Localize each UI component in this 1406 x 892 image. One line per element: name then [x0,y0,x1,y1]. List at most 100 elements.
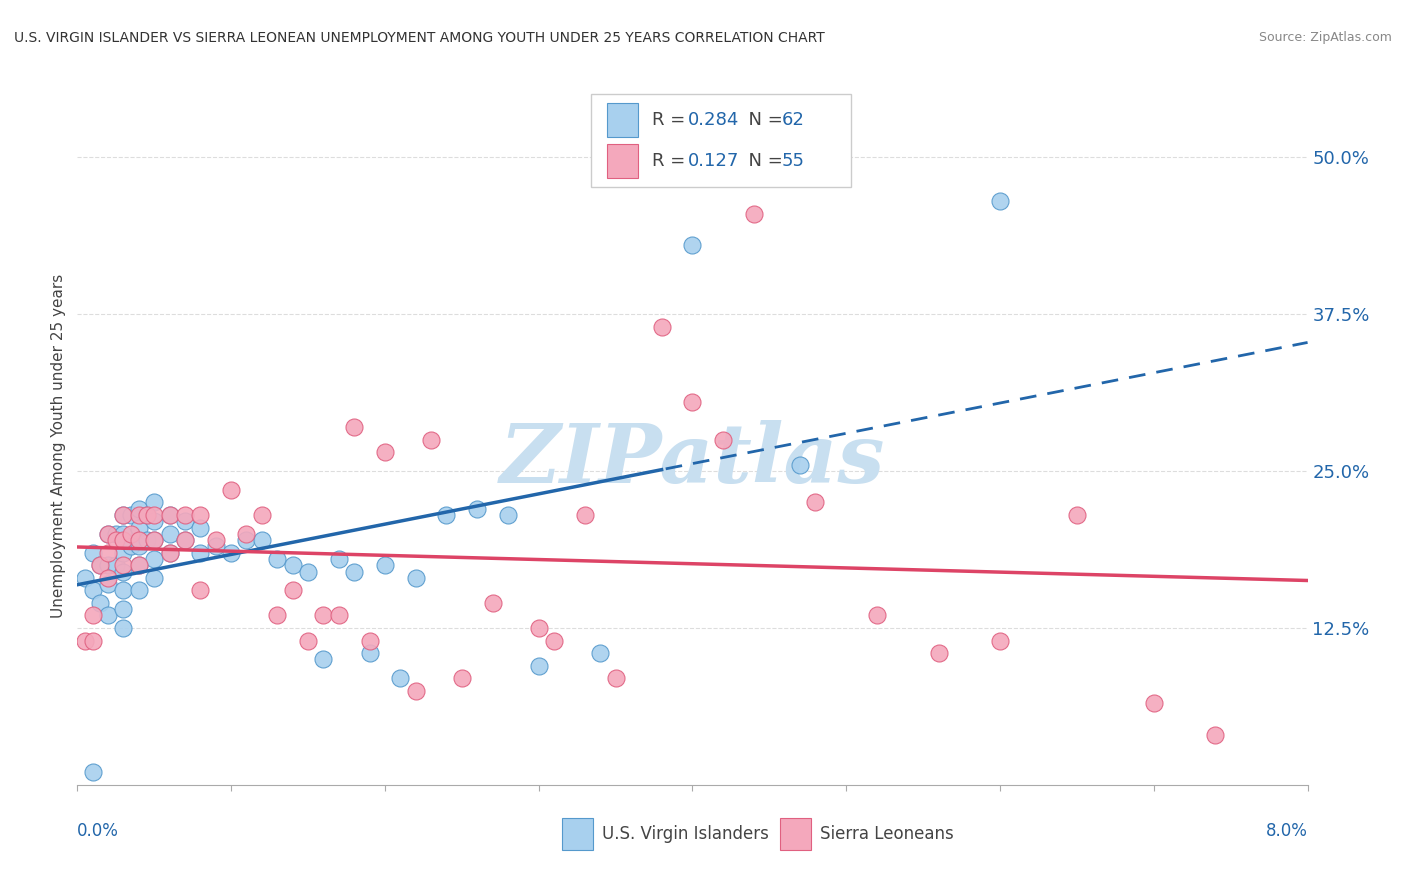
Point [266,608,288,623]
Point [104,533,127,548]
Text: 0.127: 0.127 [688,153,740,170]
Point [711,433,734,447]
Point [174,533,197,548]
Text: U.S. VIRGIN ISLANDER VS SIERRA LEONEAN UNEMPLOYMENT AMONG YOUTH UNDER 25 YEARS C: U.S. VIRGIN ISLANDER VS SIERRA LEONEAN U… [14,31,825,45]
Point [235,527,257,541]
Point [928,646,950,660]
Point [988,194,1011,209]
Point [135,508,157,522]
Text: N =: N = [737,111,789,128]
Point [82,633,104,648]
Point [143,571,166,585]
Point [235,533,257,548]
Point [97,608,120,623]
Point [420,433,443,447]
Point [405,571,427,585]
Point [143,508,166,522]
Point [343,420,366,434]
Point [682,238,704,252]
Point [120,527,142,541]
Point [312,608,335,623]
Point [135,533,157,548]
Point [128,558,150,573]
Point [128,508,150,522]
Point [128,533,150,548]
Point [297,565,319,579]
Point [866,608,889,623]
Point [1143,697,1166,711]
Point [112,621,135,635]
Point [343,565,366,579]
Point [297,633,319,648]
Text: R =: R = [652,153,697,170]
Point [359,633,381,648]
Point [128,583,150,598]
Point [143,495,166,509]
Text: 55: 55 [782,153,804,170]
Point [104,527,127,541]
Point [112,546,135,560]
Point [188,508,212,522]
Point [112,565,135,579]
Point [250,508,273,522]
Point [97,527,120,541]
Point [543,633,565,648]
Point [128,520,150,534]
Point [389,671,412,685]
Point [128,501,150,516]
Point [97,546,120,560]
Point [281,583,304,598]
Point [89,558,111,573]
Point [159,508,181,522]
Point [112,533,135,548]
Point [374,445,396,459]
Point [496,508,519,522]
Point [120,508,142,522]
Point [112,583,135,598]
Point [143,533,166,548]
Point [97,527,120,541]
Point [589,646,612,660]
Point [1204,728,1226,742]
Point [128,540,150,554]
Point [789,458,811,472]
Point [82,546,104,560]
Point [328,552,350,566]
Point [651,319,673,334]
Point [89,596,111,610]
Point [204,533,226,548]
Point [328,608,350,623]
Point [527,658,550,673]
Point [436,508,458,522]
Text: N =: N = [737,153,789,170]
Point [527,621,550,635]
Point [135,508,157,522]
Point [374,558,396,573]
Point [97,571,120,585]
Point [82,583,104,598]
Text: 0.284: 0.284 [688,111,740,128]
Text: 8.0%: 8.0% [1265,822,1308,840]
Point [605,671,627,685]
Point [112,527,135,541]
Point [112,508,135,522]
Text: Source: ZipAtlas.com: Source: ZipAtlas.com [1258,31,1392,45]
Point [359,646,381,660]
Point [143,514,166,528]
Point [174,508,197,522]
Point [465,501,488,516]
Point [188,520,212,534]
Point [574,508,596,522]
Point [682,395,704,409]
Point [120,540,142,554]
Text: U.S. Virgin Islanders: U.S. Virgin Islanders [602,825,769,843]
Point [97,577,120,591]
Point [742,207,765,221]
Point [159,546,181,560]
Y-axis label: Unemployment Among Youth under 25 years: Unemployment Among Youth under 25 years [51,274,66,618]
Text: R =: R = [652,111,692,128]
Point [112,602,135,616]
Point [219,546,242,560]
Text: 0.0%: 0.0% [77,822,120,840]
Point [174,533,197,548]
